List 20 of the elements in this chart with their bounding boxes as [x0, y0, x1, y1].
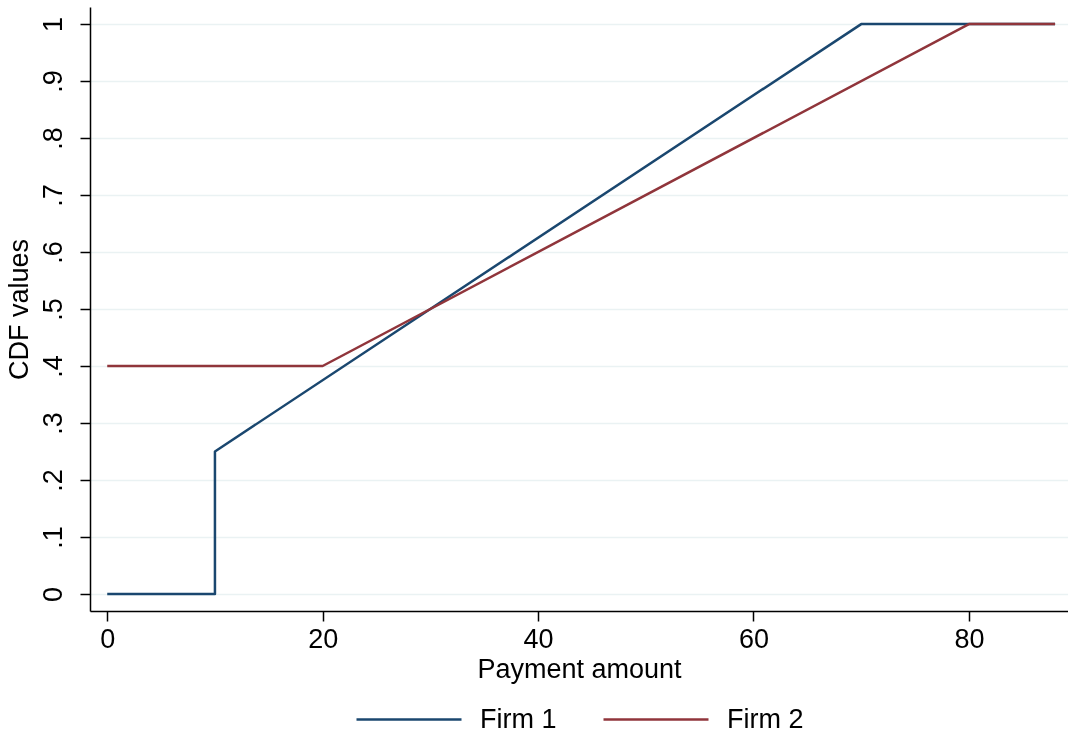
- y-axis-title: CDF values: [3, 238, 34, 381]
- y-tick-label: .2: [37, 469, 68, 492]
- y-tick-label: 1: [37, 17, 68, 33]
- x-tick-label: 40: [523, 623, 554, 654]
- y-tick-label: .5: [37, 298, 68, 321]
- legend-label: Firm 2: [727, 703, 804, 734]
- x-tick-label: 0: [100, 623, 116, 654]
- x-tick-label: 80: [954, 623, 985, 654]
- y-tick-label: .4: [37, 355, 68, 378]
- y-tick-label: .7: [37, 184, 68, 207]
- y-tick-label: .9: [37, 70, 68, 93]
- y-tick-label: .1: [37, 526, 68, 549]
- y-tick-label: .3: [37, 412, 68, 435]
- y-tick-label: .8: [37, 127, 68, 150]
- legend-label: Firm 1: [480, 703, 557, 734]
- x-tick-label: 60: [738, 623, 770, 654]
- x-axis-title: Payment amount: [477, 653, 683, 684]
- y-tick-label: .6: [37, 241, 68, 264]
- x-tick-label: 20: [308, 623, 339, 654]
- y-tick-label: 0: [37, 586, 68, 602]
